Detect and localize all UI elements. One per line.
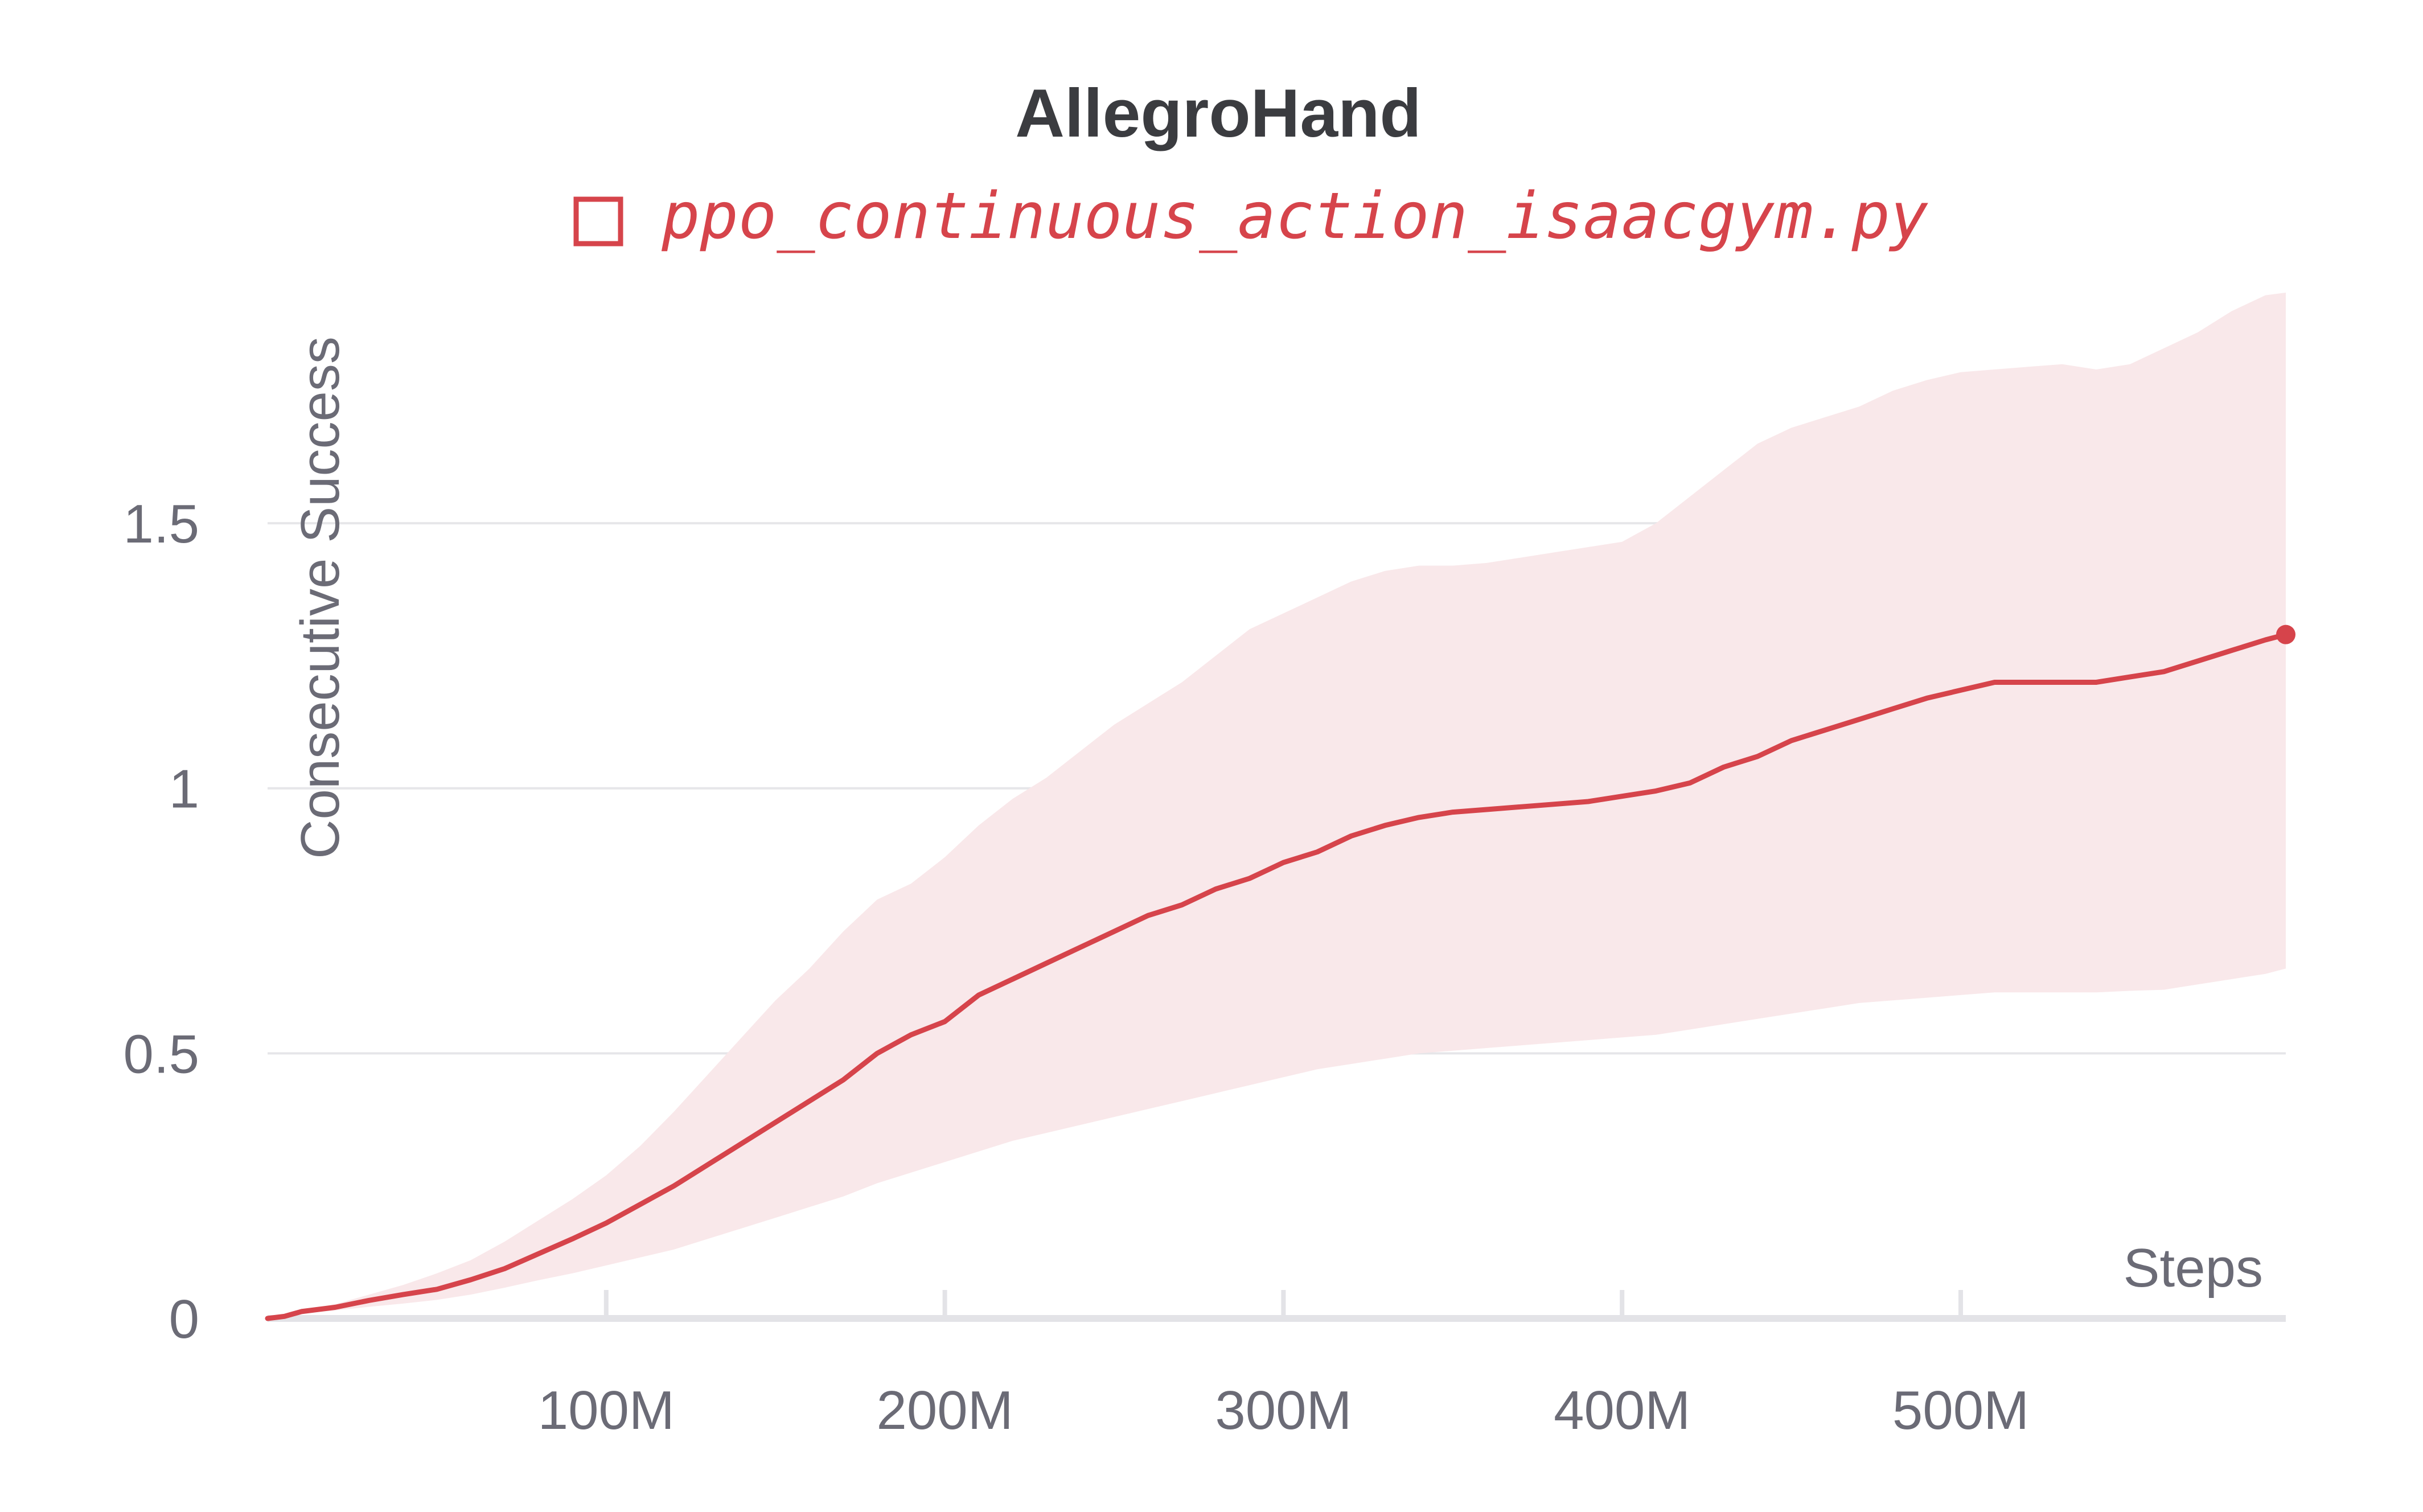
legend-label: ppo_continuous_action_isaacgym.py <box>661 179 1928 253</box>
x-axis: 100M 200M 300M 400M 500M <box>268 1290 2286 1441</box>
x-tick-label: 300M <box>1215 1380 1352 1441</box>
series-end-marker[interactable] <box>2276 624 2295 644</box>
y-tick-label: 0.5 <box>124 1024 199 1084</box>
y-axis-label: Consecutive Success <box>290 336 351 859</box>
x-tick-label: 200M <box>877 1380 1013 1441</box>
legend[interactable]: ppo_continuous_action_isaacgym.py <box>573 179 1928 253</box>
y-axis: 0 0.5 1 1.5 <box>124 494 199 1350</box>
x-tick-label: 500M <box>1892 1380 2029 1441</box>
chart-title: AllegroHand <box>1015 75 1421 151</box>
y-tick-label: 1.5 <box>124 494 199 554</box>
x-axis-label: Steps <box>2124 1238 2263 1299</box>
y-tick-label: 1 <box>169 759 199 820</box>
x-tick-label: 400M <box>1554 1380 1690 1441</box>
y-tick-label: 0 <box>169 1289 199 1350</box>
series-line <box>265 632 2289 1321</box>
x-tick-label: 100M <box>538 1380 675 1441</box>
legend-swatch <box>573 196 623 246</box>
series-confidence-band <box>268 293 2286 1318</box>
